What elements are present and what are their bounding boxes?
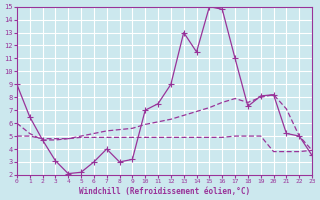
X-axis label: Windchill (Refroidissement éolien,°C): Windchill (Refroidissement éolien,°C): [79, 187, 250, 196]
